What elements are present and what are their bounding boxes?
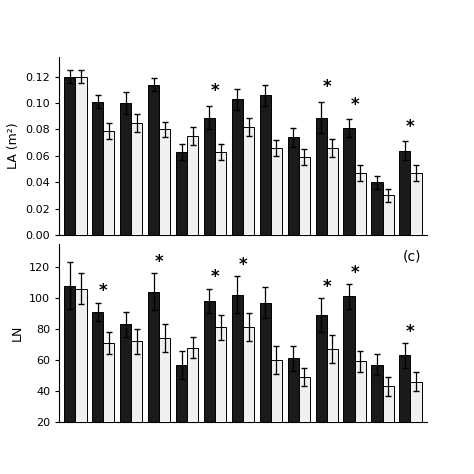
Text: *: * bbox=[211, 268, 219, 286]
Bar bbox=[399, 356, 410, 453]
Bar bbox=[271, 360, 282, 453]
Bar bbox=[327, 349, 338, 453]
Text: *: * bbox=[322, 278, 331, 296]
Bar bbox=[204, 301, 215, 453]
Bar bbox=[243, 127, 254, 235]
Bar bbox=[204, 118, 215, 235]
Bar bbox=[176, 365, 187, 453]
Bar bbox=[383, 195, 394, 235]
Text: *: * bbox=[155, 253, 164, 271]
Bar bbox=[288, 358, 299, 453]
Bar bbox=[288, 137, 299, 235]
Bar bbox=[215, 152, 226, 235]
Bar bbox=[344, 296, 355, 453]
Bar bbox=[243, 328, 254, 453]
Text: *: * bbox=[350, 264, 359, 282]
Bar bbox=[148, 292, 159, 453]
Bar bbox=[232, 295, 243, 453]
Bar bbox=[260, 95, 271, 235]
Y-axis label: LN: LN bbox=[10, 325, 24, 341]
Bar bbox=[260, 303, 271, 453]
Bar bbox=[176, 152, 187, 235]
Bar bbox=[148, 84, 159, 235]
Bar bbox=[215, 328, 226, 453]
Text: *: * bbox=[322, 78, 331, 96]
Bar bbox=[355, 362, 366, 453]
Bar bbox=[316, 315, 327, 453]
Bar bbox=[103, 343, 115, 453]
Bar bbox=[103, 131, 115, 235]
Bar bbox=[410, 173, 421, 235]
Bar bbox=[316, 118, 327, 235]
Bar bbox=[410, 382, 421, 453]
Bar bbox=[383, 386, 394, 453]
Bar bbox=[355, 173, 366, 235]
Bar bbox=[371, 182, 383, 235]
Bar bbox=[64, 77, 75, 235]
Text: (c): (c) bbox=[402, 249, 421, 263]
Y-axis label: LA (m²): LA (m²) bbox=[7, 123, 20, 169]
Bar bbox=[120, 324, 131, 453]
Text: *: * bbox=[99, 283, 108, 301]
Bar bbox=[187, 347, 198, 453]
Bar bbox=[131, 123, 142, 235]
Bar bbox=[64, 286, 75, 453]
Bar bbox=[299, 377, 310, 453]
Text: *: * bbox=[350, 96, 359, 114]
Text: *: * bbox=[406, 323, 415, 341]
Bar bbox=[299, 157, 310, 235]
Bar bbox=[75, 289, 87, 453]
Bar bbox=[131, 341, 142, 453]
Bar bbox=[92, 102, 103, 235]
Bar bbox=[92, 312, 103, 453]
Bar bbox=[271, 148, 282, 235]
Text: *: * bbox=[406, 118, 415, 136]
Bar bbox=[344, 128, 355, 235]
Text: *: * bbox=[238, 256, 247, 274]
Bar bbox=[159, 129, 170, 235]
Bar bbox=[187, 136, 198, 235]
Text: *: * bbox=[211, 82, 219, 100]
Bar bbox=[399, 151, 410, 235]
Bar bbox=[75, 77, 87, 235]
Bar bbox=[232, 99, 243, 235]
Bar bbox=[159, 338, 170, 453]
Bar bbox=[120, 103, 131, 235]
Bar bbox=[371, 365, 383, 453]
Bar bbox=[327, 148, 338, 235]
